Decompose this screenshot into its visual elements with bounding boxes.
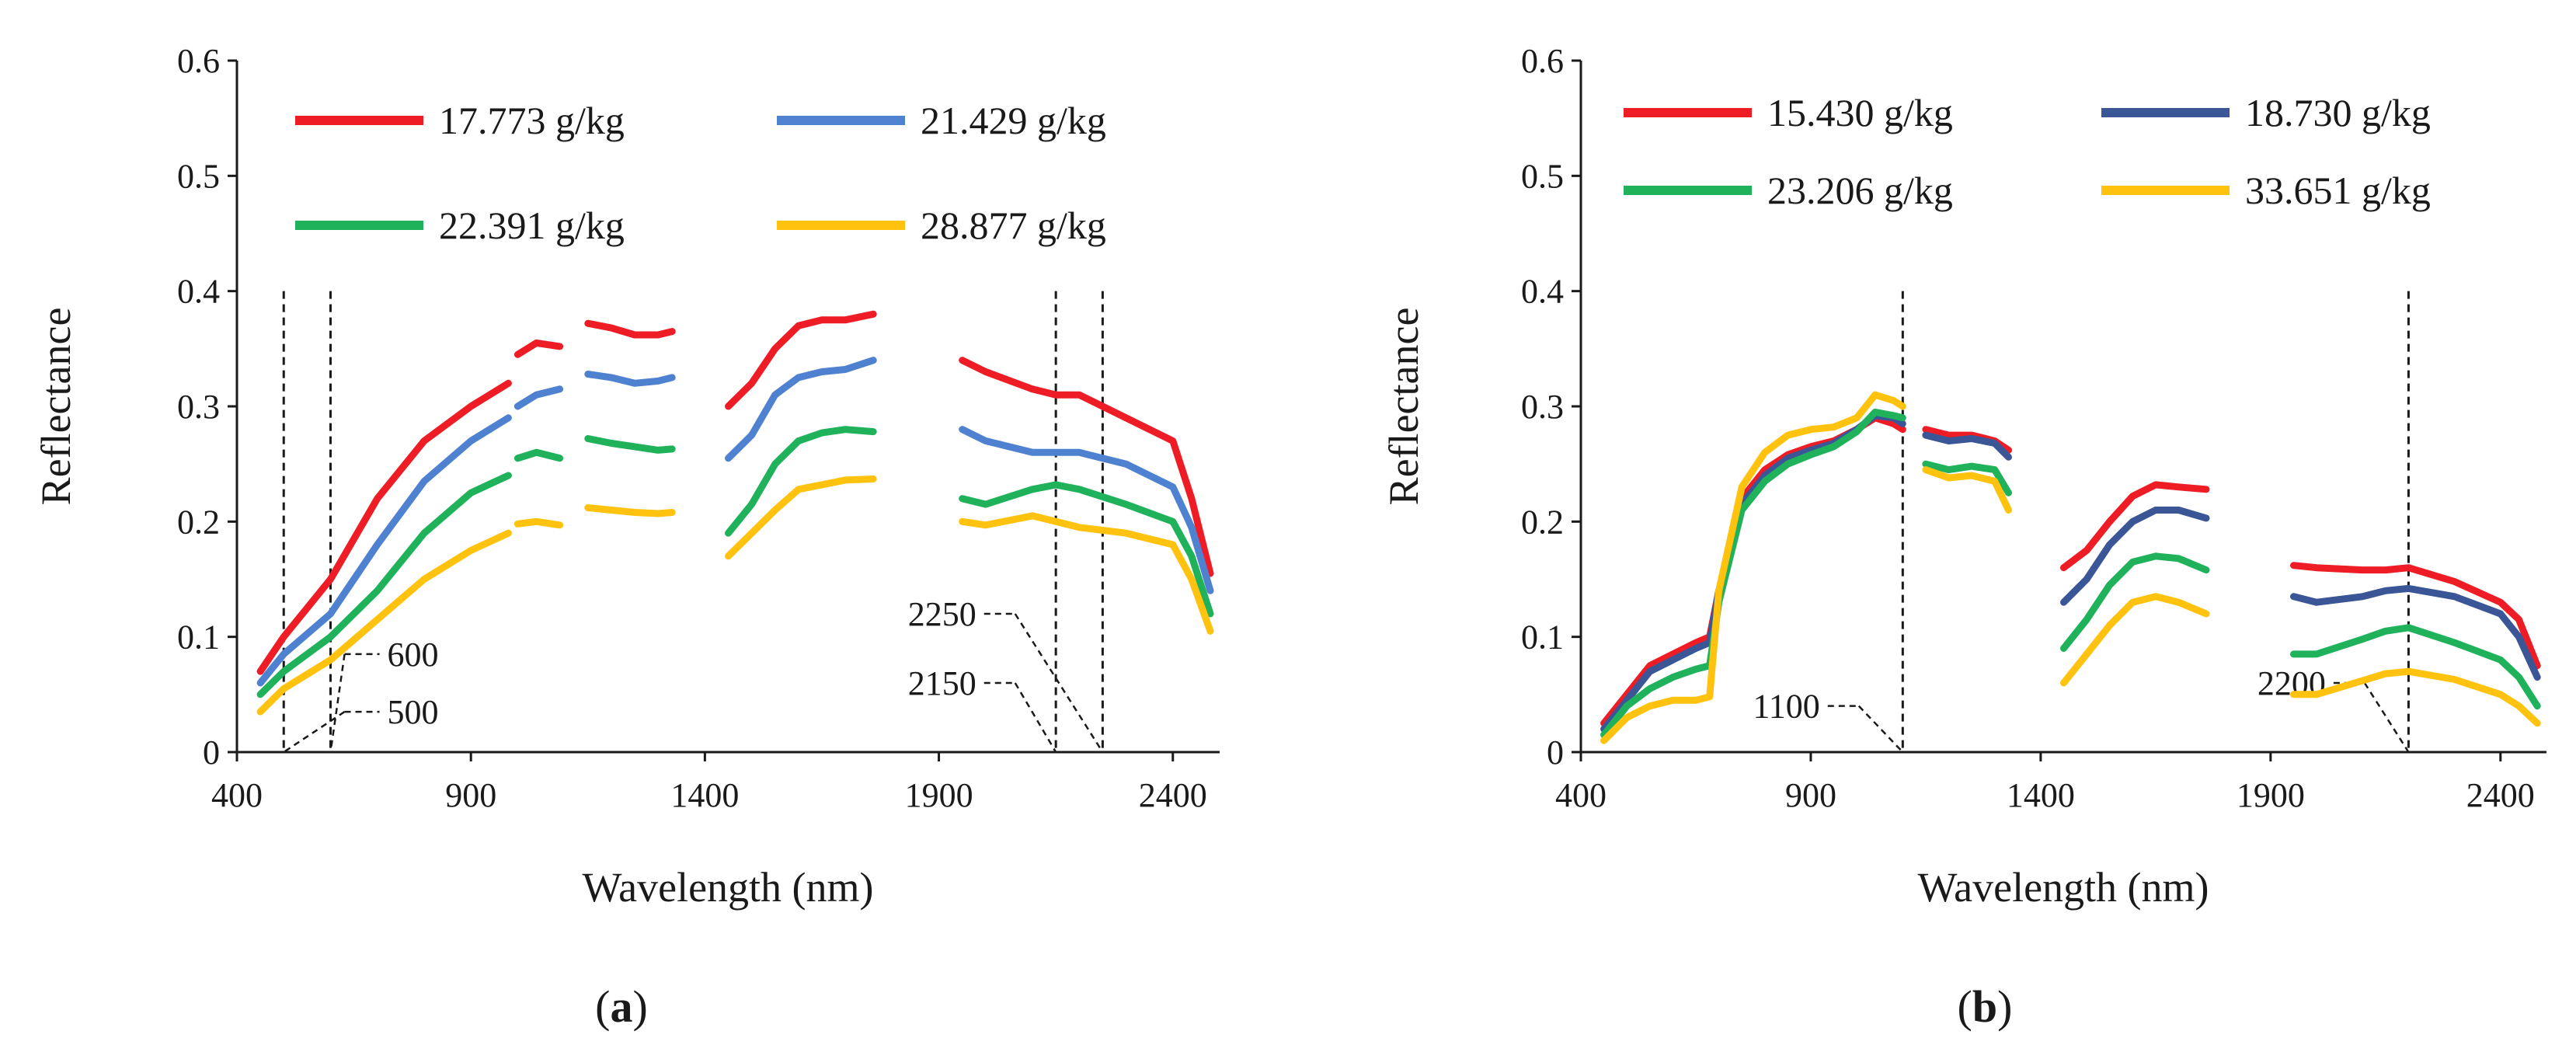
- y-axis-title: Reflectance: [1380, 308, 1427, 506]
- series-line-segment: [959, 512, 1214, 635]
- annotation-leader: [1857, 705, 1904, 753]
- series-line-segment: [1922, 460, 2012, 496]
- series-line-segment: [725, 476, 877, 560]
- series-line-segment: [2290, 584, 2541, 681]
- x-tick-label: 900: [445, 776, 496, 814]
- legend-label: 22.391 g/kg: [439, 204, 625, 247]
- legend-label: 33.651 g/kg: [2245, 169, 2431, 212]
- series-line-segment: [959, 481, 1214, 618]
- y-tick-label: 0: [203, 733, 220, 772]
- y-axis-title: Reflectance: [33, 308, 79, 506]
- series-line-segment: [1922, 466, 2012, 514]
- series-28-877-g-kg: [256, 476, 1214, 716]
- y-tick-label: 0.4: [177, 273, 220, 311]
- series-23-206-g-kg: [1600, 408, 2541, 739]
- series-line-segment: [1600, 391, 1906, 744]
- series-line-segment: [2060, 552, 2210, 652]
- series-line-segment: [2060, 481, 2210, 572]
- series-line-segment: [513, 448, 564, 462]
- y-tick-label: 0.1: [1521, 618, 1564, 657]
- annotation-leader: [283, 711, 346, 754]
- series-line-segment: [513, 517, 564, 529]
- annotation-label-600: 600: [388, 636, 439, 674]
- x-tick-label: 1400: [2007, 776, 2075, 814]
- legend-label: 28.877 g/kg: [921, 204, 1106, 247]
- x-tick-label: 1400: [670, 776, 739, 814]
- y-tick-label: 0.4: [1521, 273, 1564, 311]
- series-22-391-g-kg: [256, 426, 1214, 698]
- y-tick-label: 0.5: [177, 157, 220, 195]
- annotation-leader: [329, 653, 346, 753]
- legend-label: 17.773 g/kg: [439, 99, 625, 142]
- series-line-segment: [959, 357, 1214, 577]
- y-tick-label: 0.6: [1521, 42, 1564, 80]
- x-axis-title: Wavelength (nm): [1917, 864, 2209, 911]
- series-line-segment: [2060, 593, 2210, 687]
- series-line-segment: [256, 529, 512, 716]
- series-line-segment: [256, 472, 512, 698]
- legend-label: 21.429 g/kg: [921, 99, 1106, 142]
- panel-caption: (a): [595, 981, 648, 1032]
- series-line-segment: [1600, 412, 1906, 733]
- x-tick-label: 400: [211, 776, 263, 814]
- x-tick-label: 1900: [905, 776, 973, 814]
- series-line-segment: [1600, 408, 1906, 739]
- series-line-segment: [584, 504, 676, 517]
- annotation-leader: [2363, 682, 2410, 753]
- x-tick-label: 900: [1785, 776, 1836, 814]
- annotation-leader: [1014, 682, 1057, 753]
- series-line-segment: [256, 379, 512, 675]
- series-line-segment: [959, 426, 1214, 594]
- series-line-segment: [2290, 624, 2541, 710]
- panel-caption: (b): [1958, 981, 2013, 1032]
- legend-label: 18.730 g/kg: [2245, 91, 2431, 134]
- series-line-segment: [1922, 431, 2012, 461]
- y-tick-label: 0.3: [177, 388, 220, 426]
- annotation-label-500: 500: [388, 693, 439, 731]
- annotation-label-2150: 2150: [908, 664, 976, 702]
- x-axis-title: Wavelength (nm): [582, 864, 873, 911]
- series-line-segment: [725, 310, 877, 410]
- series-33-651-g-kg: [1600, 391, 2541, 744]
- y-tick-label: 0.5: [1521, 157, 1564, 195]
- chart-panel-a: 0 0.1 0.2 0.3 0.4 0.5 0.6 400 900 1400 1900 2400 Ref…: [33, 42, 1220, 1032]
- annotation-leader: [1014, 613, 1104, 753]
- series-line-segment: [2060, 507, 2210, 606]
- series-21-429-g-kg: [256, 357, 1214, 687]
- y-tick-label: 0: [1547, 733, 1564, 772]
- series-17-773-g-kg: [256, 310, 1214, 675]
- y-tick-label: 0.2: [1521, 503, 1564, 541]
- chart-panel-b: 0 0.1 0.2 0.3 0.4 0.5 0.6 400 900 1400 1900 2400 Ref…: [1380, 42, 2546, 1032]
- series-line-segment: [2290, 667, 2541, 727]
- series-line-segment: [584, 319, 676, 339]
- annotation-label-1100: 1100: [1753, 688, 1819, 726]
- series-line-segment: [584, 371, 676, 387]
- series-line-segment: [725, 426, 877, 537]
- y-tick-label: 0.1: [177, 618, 220, 657]
- annotation-label-2250: 2250: [908, 595, 976, 633]
- series-line-segment: [2290, 562, 2541, 670]
- x-tick-label: 400: [1555, 776, 1607, 814]
- x-tick-label: 2400: [2466, 776, 2535, 814]
- x-tick-label: 2400: [1139, 776, 1207, 814]
- series-line-segment: [725, 357, 877, 462]
- series-line-segment: [256, 414, 512, 687]
- series-line-segment: [584, 435, 676, 454]
- x-tick-label: 1900: [2237, 776, 2305, 814]
- y-tick-label: 0.2: [177, 503, 220, 541]
- series-line-segment: [513, 385, 564, 410]
- legend-label: 15.430 g/kg: [1767, 91, 1953, 134]
- legend-label: 23.206 g/kg: [1767, 169, 1953, 212]
- y-tick-label: 0.6: [177, 42, 220, 80]
- y-tick-label: 0.3: [1521, 388, 1564, 426]
- series-line-segment: [513, 339, 564, 358]
